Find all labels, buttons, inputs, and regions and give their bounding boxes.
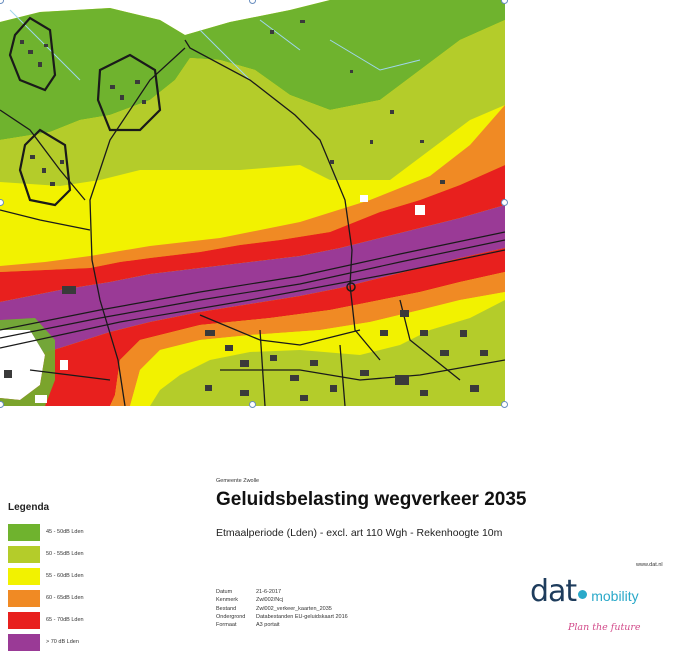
resize-handle-top[interactable]	[249, 0, 256, 4]
logo-mobility-text: mobility	[591, 588, 639, 604]
meta-key: Datum	[216, 589, 233, 595]
legend-label: 60 - 65dB Lden	[46, 595, 84, 601]
legend-swatch	[8, 612, 40, 629]
buildings	[4, 20, 488, 401]
logo-dat-text: dat	[530, 574, 577, 609]
map-subtitle: Etmaalperiode (Lden) - excl. art 110 Wgh…	[216, 527, 503, 539]
meta-value: Databestanden EU-geluidskaart 2016	[256, 613, 348, 620]
zone-55-60-south	[130, 292, 505, 406]
meta-key: Bestand	[216, 605, 237, 612]
legend: Legenda 45 - 50dB Lden 50 - 55dB Lden 55…	[8, 502, 198, 656]
zone-65-70-south	[0, 248, 505, 406]
meta-value: Zwl002_verkeer_kaarten_2035	[256, 605, 332, 612]
roundabout	[346, 282, 356, 292]
legend-label: 65 - 70dB Lden	[46, 617, 84, 623]
legend-swatch	[8, 634, 40, 651]
resize-handle-top-left[interactable]	[0, 0, 4, 4]
meta-row: Formaat A3 portait	[216, 621, 348, 629]
map-title: Geluidsbelasting wegverkeer 2035	[216, 489, 527, 510]
meta-row: Bestand Zwl002_verkeer_kaarten_2035	[216, 605, 348, 613]
legend-label: 45 - 50dB Lden	[46, 529, 84, 535]
dat-mobility-logo: dat mobility	[530, 574, 639, 609]
legend-label: 50 - 55dB Lden	[46, 551, 84, 557]
meta-key: Kenmerk	[216, 597, 239, 604]
website-link[interactable]: www.dat.nl	[636, 562, 663, 568]
zone-50-55-south	[150, 300, 505, 406]
meta-row: Ondergrond Databestanden EU-geluidskaart …	[216, 613, 348, 621]
noise-map-svg	[0, 0, 506, 407]
motorway-lines	[0, 231, 506, 349]
legend-item: > 70 dB Lden	[8, 634, 198, 656]
legend-item: 45 - 50dB Lden	[8, 524, 198, 546]
resize-handle-bottom-left[interactable]	[0, 401, 4, 408]
meta-value: Zwl002/Ncj	[256, 597, 284, 604]
meta-value: A3 portait	[256, 622, 280, 629]
meta-row: Datum 21-6-2017	[216, 588, 348, 596]
legend-item: 65 - 70dB Lden	[8, 612, 198, 634]
logo-dot-icon	[578, 590, 588, 599]
map-header: Gemeente Zwolle Geluidsbelasting wegverk…	[216, 478, 536, 539]
zone-50-55-north	[0, 20, 505, 186]
resize-handle-left[interactable]	[0, 199, 4, 206]
legend-label: 55 - 60dB Lden	[46, 573, 84, 579]
legend-item: 55 - 60dB Lden	[8, 568, 198, 590]
noise-map	[0, 0, 508, 408]
municipality-label: Gemeente Zwolle	[216, 478, 260, 484]
zone-65-70-north	[0, 165, 505, 302]
zone-white-southwest	[0, 330, 45, 400]
open-patches	[35, 195, 425, 403]
zone-60-65-south	[110, 272, 505, 406]
legend-swatch	[8, 546, 40, 563]
legend-label: > 70 dB Lden	[46, 639, 79, 645]
legend-swatch	[8, 590, 40, 607]
meta-key: Ondergrond	[216, 613, 246, 620]
zone-over-70	[0, 205, 505, 365]
legend-item: 60 - 65dB Lden	[8, 590, 198, 612]
legend-swatch	[8, 568, 40, 585]
water-lines	[9, 9, 421, 81]
resize-handle-bottom-right[interactable]	[501, 401, 508, 408]
zone-45-50-north	[0, 0, 505, 140]
local-roads	[0, 39, 506, 407]
meta-row: Kenmerk Zwl002/Ncj	[216, 596, 348, 604]
zone-60-65-north	[0, 105, 505, 272]
legend-swatch	[8, 524, 40, 541]
legend-title: Legenda	[8, 502, 50, 513]
metadata-block: Datum 21-6-2017 Kenmerk Zwl002/Ncj Bestand…	[216, 588, 348, 629]
resize-handle-top-right[interactable]	[501, 0, 508, 4]
legend-item: 50 - 55dB Lden	[8, 546, 198, 568]
residential-loops	[8, 16, 162, 207]
meta-value: 21-6-2017	[256, 589, 282, 595]
zone-45-50-southwest	[0, 318, 55, 406]
logo-tagline: Plan the future	[568, 622, 641, 633]
resize-handle-right[interactable]	[501, 199, 508, 206]
resize-handle-bottom[interactable]	[249, 401, 256, 408]
meta-key: Formaat	[216, 622, 237, 629]
